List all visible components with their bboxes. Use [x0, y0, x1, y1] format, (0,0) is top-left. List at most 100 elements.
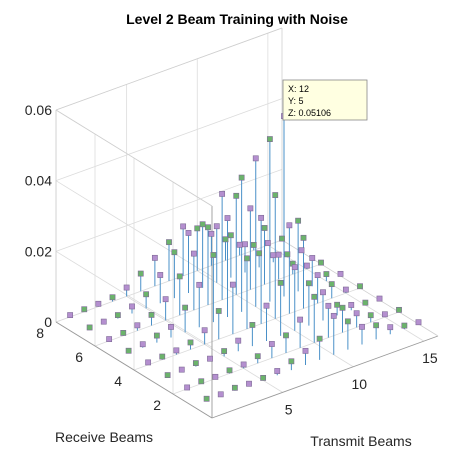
stem-marker	[125, 347, 132, 354]
stem-marker	[325, 302, 332, 309]
y-tick-label: 8	[36, 325, 44, 341]
stem-marker	[227, 232, 234, 239]
stem-marker	[67, 312, 74, 319]
stem-marker	[367, 312, 374, 319]
x-axis-label: Transmit Beams	[310, 433, 411, 449]
x-tick-label: 10	[351, 376, 367, 392]
stem-marker	[201, 327, 208, 334]
y-tick-label: 4	[114, 373, 122, 389]
z-tick-label: 0	[44, 314, 52, 330]
box-edge	[55, 27, 283, 111]
stem-marker	[182, 304, 189, 311]
stem-marker	[272, 192, 279, 198]
stem-marker	[198, 378, 205, 385]
stem-marker	[295, 217, 302, 224]
stem-marker	[264, 240, 271, 246]
stem-marker	[320, 289, 326, 296]
stem-marker	[258, 214, 265, 221]
stem-marker	[86, 324, 93, 331]
stem-marker	[376, 295, 383, 302]
x-tick-label: 15	[422, 350, 438, 366]
stem-marker	[176, 273, 183, 280]
stem-marker	[221, 348, 228, 354]
stem-marker	[194, 225, 201, 232]
stem-marker	[95, 300, 102, 307]
stem-marker	[190, 250, 197, 257]
stem-marker	[217, 391, 224, 398]
x-tick-label: 5	[285, 401, 293, 417]
stem-marker	[256, 250, 263, 257]
stem-marker	[100, 318, 107, 325]
y-axis-line	[55, 321, 213, 419]
stem-marker	[303, 262, 310, 269]
stem-marker	[224, 215, 231, 221]
stem-marker	[208, 230, 215, 237]
stem-marker	[353, 310, 360, 317]
stem-marker	[260, 375, 267, 381]
stem-marker	[185, 230, 192, 236]
stem-marker	[270, 252, 277, 259]
stem-marker	[357, 283, 363, 290]
y-tick-label: 6	[75, 349, 83, 365]
stem-marker	[137, 270, 144, 277]
stem-marker	[162, 296, 169, 303]
x-axis-line	[211, 335, 439, 419]
stem-marker	[334, 301, 341, 308]
stem-marker	[143, 291, 150, 298]
stem-marker	[359, 323, 365, 330]
datatip-y: Y: 5	[288, 96, 304, 106]
stem-marker	[254, 353, 261, 360]
stem-marker	[244, 255, 250, 262]
stem-marker	[288, 358, 295, 365]
stem-marker	[207, 355, 213, 362]
stem-marker	[168, 323, 174, 330]
stem-marker	[314, 272, 321, 279]
z-tick-label: 0.04	[25, 173, 52, 189]
stem-marker	[173, 347, 180, 354]
stem-marker	[153, 332, 160, 339]
z-tick-label: 0.02	[25, 243, 52, 259]
stem-marker	[305, 280, 312, 287]
stem-marker	[275, 251, 282, 258]
stem-marker	[342, 286, 349, 293]
y-tick-label: 2	[153, 397, 161, 413]
stem-marker	[199, 221, 206, 228]
stem-marker	[213, 223, 220, 230]
stem-marker	[381, 311, 388, 318]
tick-labels: 5 10 15 2 4 6 80 0.02 0.04 0.06	[25, 102, 438, 417]
stem-marker	[274, 368, 281, 374]
stem-marker	[166, 239, 172, 246]
stem-marker	[184, 384, 191, 391]
stem-marker	[134, 322, 141, 329]
stem-marker	[261, 225, 268, 231]
stem-marker	[415, 319, 422, 326]
box-edge	[55, 109, 213, 207]
stem-marker	[300, 234, 307, 241]
stem-marker	[231, 384, 238, 391]
stem-marker	[318, 259, 324, 266]
stem-marker	[81, 306, 88, 313]
stem-marker	[401, 322, 408, 329]
grid-lines	[55, 27, 439, 419]
stem-marker	[171, 249, 178, 256]
stem-marker	[106, 336, 113, 343]
stem-marker	[215, 308, 222, 314]
stem-marker	[229, 281, 236, 288]
stem-marker	[348, 302, 355, 308]
back-wall-gridline-z	[55, 98, 283, 182]
stem-marker	[362, 299, 369, 306]
stem-marker	[238, 174, 245, 181]
stem-marker	[396, 306, 402, 313]
datatip[interactable]: X: 12 Y: 5 Z: 0.05106	[282, 79, 368, 121]
stem-marker	[316, 335, 323, 342]
stem-marker	[151, 254, 158, 261]
stem-marker	[164, 372, 171, 379]
stem-marker	[337, 270, 344, 277]
stem-marker	[311, 293, 318, 300]
stem-marker	[263, 302, 270, 309]
stem-marker	[129, 303, 135, 310]
stem-marker	[219, 190, 226, 197]
stem-marker	[277, 279, 284, 286]
